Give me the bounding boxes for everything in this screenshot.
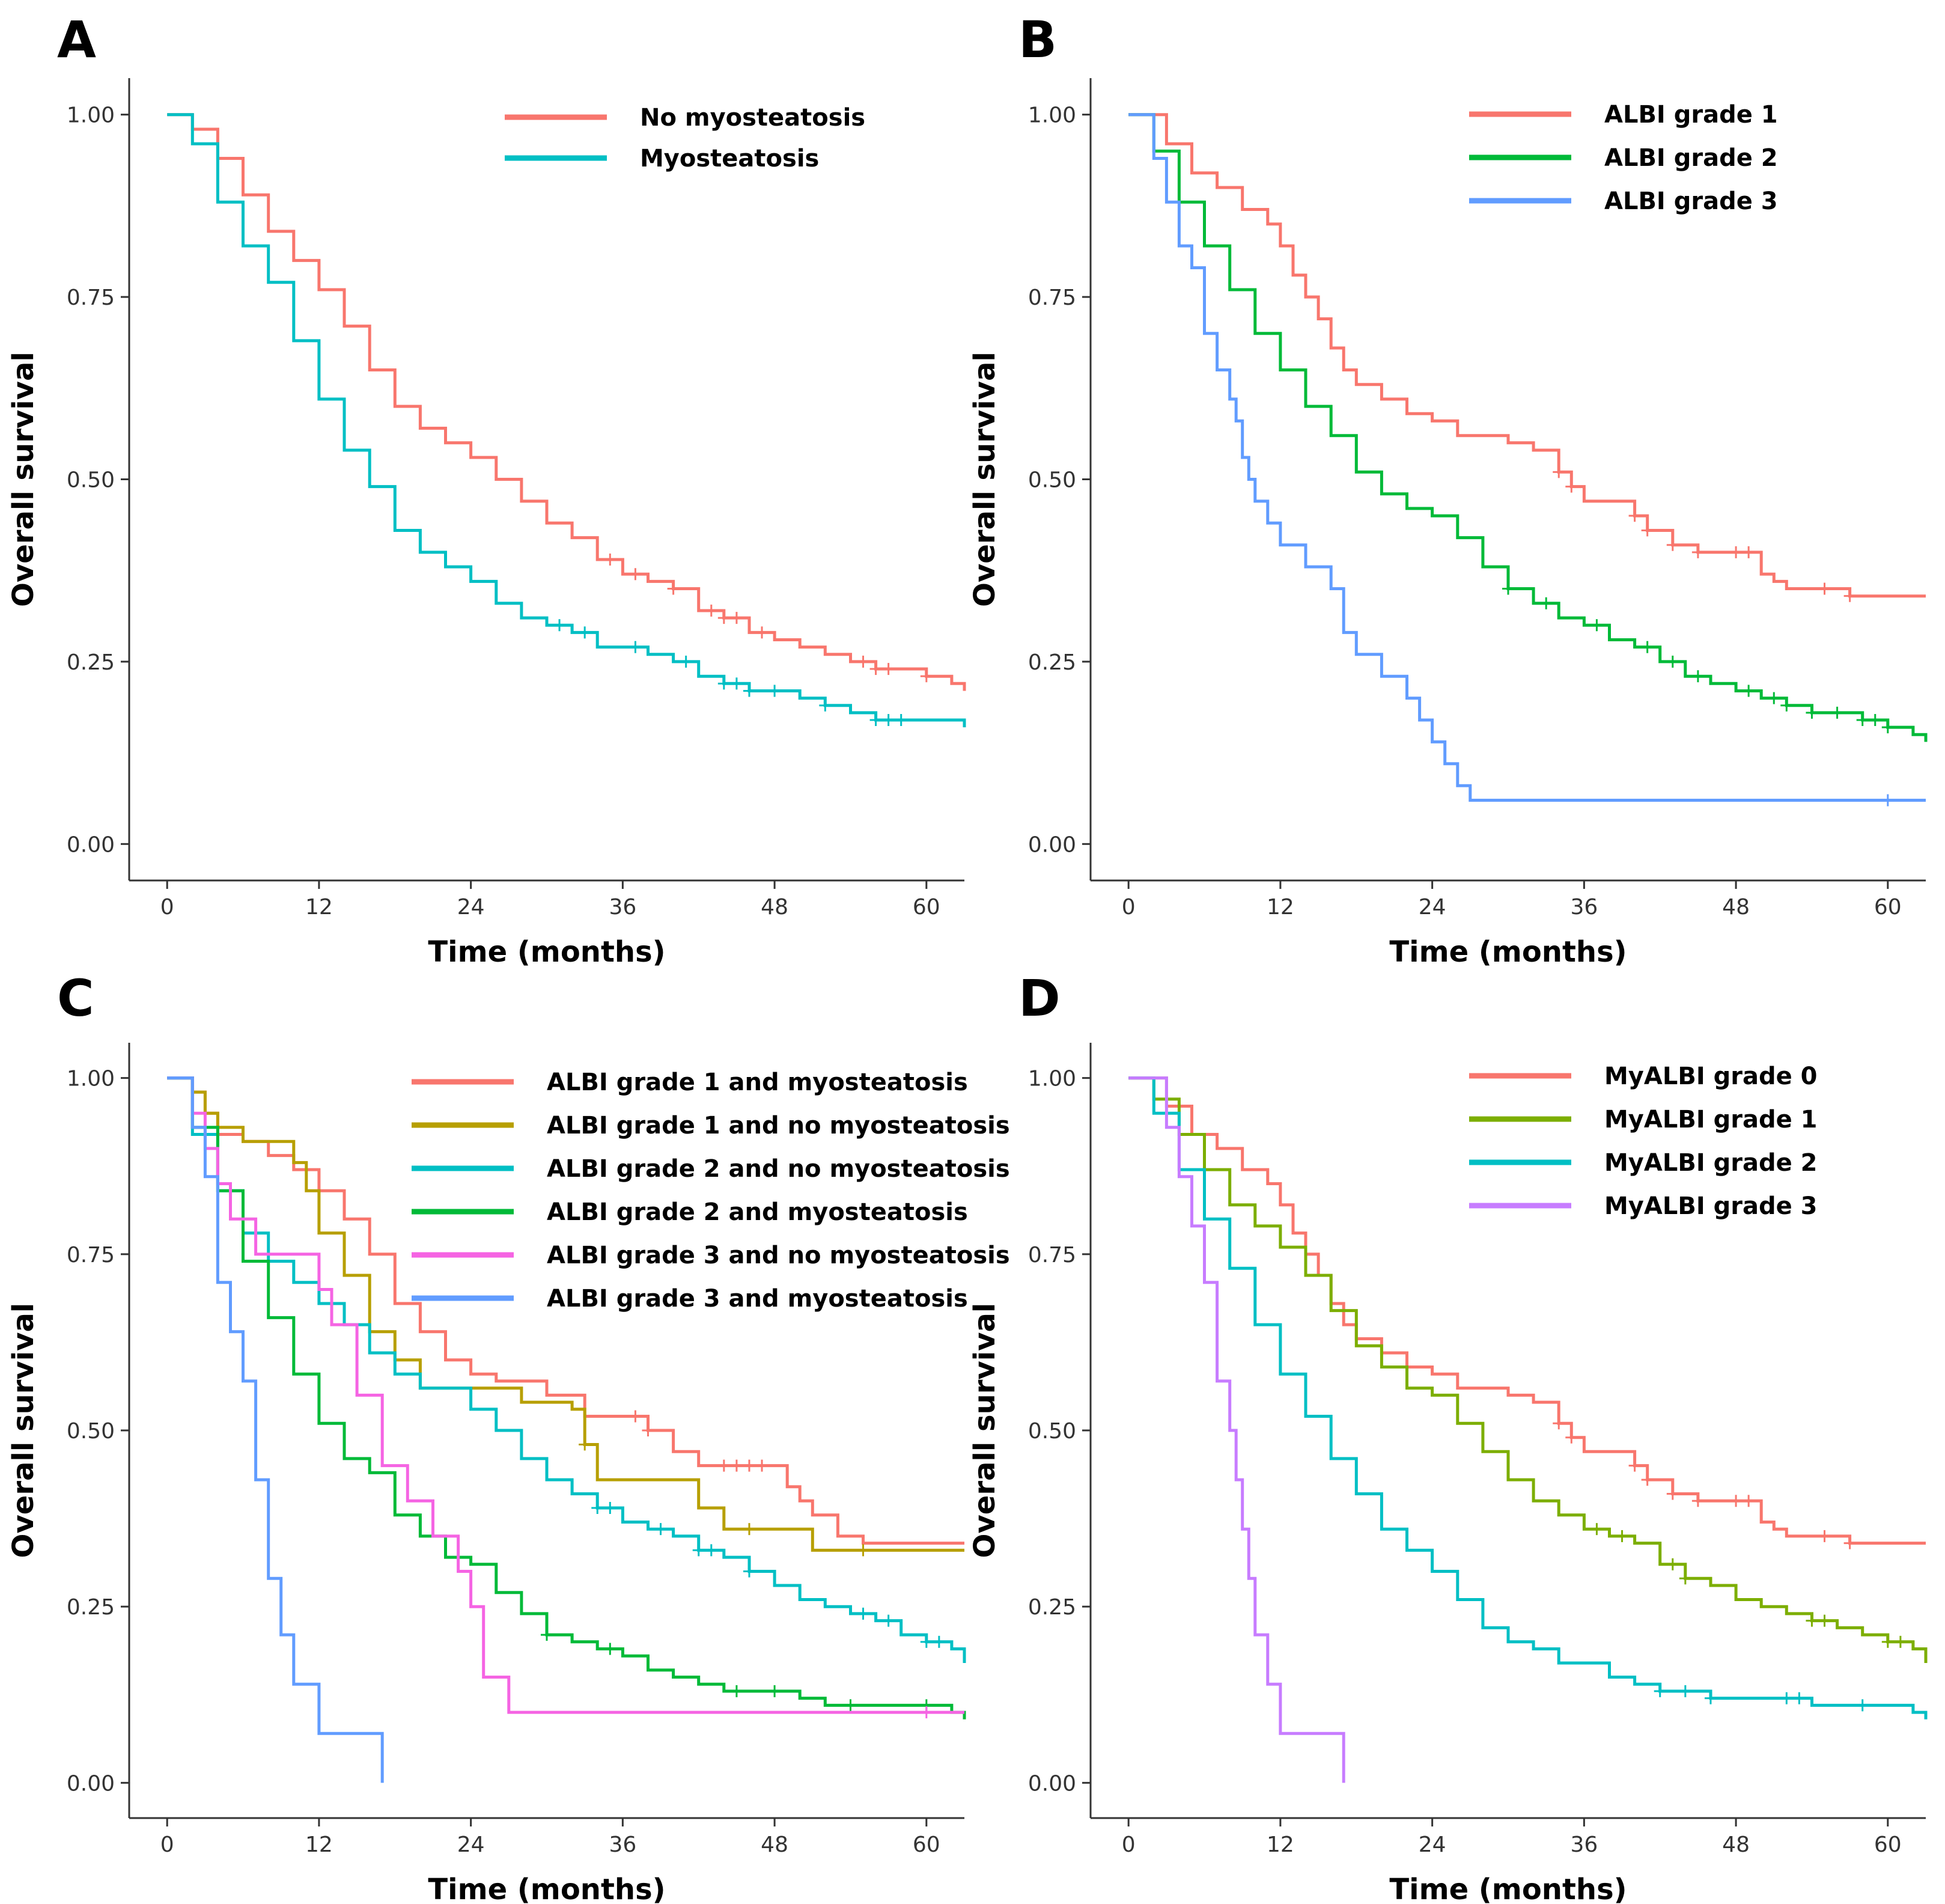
y-tick-label: 0.75 (1028, 285, 1076, 310)
km-curve-series-2 (167, 113, 966, 728)
x-tick-label: 12 (305, 1832, 333, 1857)
legend-label: MyALBI grade 0 (1604, 1063, 1818, 1090)
y-tick-label: 0.75 (67, 285, 115, 310)
km-curve-series-4 (1128, 1076, 1345, 1783)
x-tick-label: 0 (160, 895, 174, 920)
x-tick-label: 48 (1722, 895, 1750, 920)
y-axis-title: Overall survival (7, 352, 40, 607)
legend-label: ALBI grade 2 and no myosteatosis (547, 1155, 1010, 1183)
y-tick-label: 0.75 (1028, 1243, 1076, 1268)
x-axis-title: Time (months) (1389, 1873, 1627, 1904)
km-curve-series-3 (1128, 113, 1926, 802)
x-tick-label: 48 (1722, 1832, 1750, 1857)
panel-B: B 0 12 24 36 48 60 0.00 0.25 0.50 0.75 1.00 Time (mo… (968, 10, 1928, 969)
y-tick-label: 1.00 (1028, 103, 1076, 128)
y-tick-label: 0.00 (1028, 1771, 1076, 1796)
legend-label: No myosteatosis (640, 104, 865, 132)
km-curve-series-1 (167, 113, 966, 691)
x-tick-label: 36 (1570, 1832, 1598, 1857)
km-curve-series-1 (1128, 113, 1926, 598)
legend-label: MyALBI grade 3 (1604, 1192, 1818, 1220)
y-tick-label: 0.25 (1028, 650, 1076, 675)
x-tick-label: 12 (1267, 895, 1294, 920)
y-tick-label: 0.50 (1028, 1419, 1076, 1444)
x-tick-label: 24 (457, 1832, 485, 1857)
km-curve-series-6 (167, 1076, 384, 1783)
km-curve-series-1 (1128, 1076, 1926, 1545)
x-tick-label: 60 (913, 895, 940, 920)
x-axis-title: Time (months) (428, 1873, 665, 1904)
legend-label: MyALBI grade 2 (1604, 1149, 1818, 1177)
y-tick-label: 0.25 (1028, 1595, 1076, 1620)
panel-letter: B (1018, 10, 1057, 69)
x-tick-label: 36 (609, 895, 636, 920)
legend-label: ALBI grade 1 (1604, 101, 1778, 129)
panel-letter: C (57, 969, 94, 1028)
y-axis-title: Overall survival (968, 352, 1002, 607)
x-tick-label: 36 (609, 1832, 636, 1857)
legend: ALBI grade 1 ALBI grade 2 ALBI grade 3 (1469, 101, 1778, 215)
x-tick-label: 12 (305, 895, 333, 920)
y-tick-label: 0.00 (67, 1771, 115, 1796)
y-tick-label: 1.00 (67, 103, 115, 128)
km-curve-series-3 (1128, 1076, 1928, 1719)
legend-label: ALBI grade 3 and no myosteatosis (547, 1242, 1010, 1269)
y-tick-label: 0.00 (1028, 832, 1076, 857)
y-tick-label: 0.50 (1028, 468, 1076, 493)
y-tick-label: 1.00 (1028, 1067, 1076, 1091)
x-tick-label: 60 (1874, 1832, 1902, 1857)
legend: No myosteatosis Myosteatosis (505, 104, 865, 172)
y-tick-label: 0.50 (67, 468, 115, 493)
x-tick-label: 48 (761, 895, 788, 920)
x-axis-title: Time (months) (1389, 935, 1627, 969)
km-curve-series-4 (167, 1076, 966, 1719)
y-tick-label: 0.25 (67, 650, 115, 675)
y-tick-label: 0.00 (67, 832, 115, 857)
panel-letter: A (57, 10, 96, 69)
legend-label: ALBI grade 1 and myosteatosis (547, 1069, 968, 1096)
x-tick-label: 0 (1122, 1832, 1136, 1857)
y-axis-title: Overall survival (968, 1303, 1002, 1558)
legend-label: ALBI grade 2 (1604, 144, 1778, 172)
km-curve-series-5 (167, 1076, 964, 1714)
legend: MyALBI grade 0 MyALBI grade 1 MyALBI grade… (1469, 1063, 1818, 1220)
x-tick-label: 24 (457, 895, 485, 920)
x-tick-label: 60 (1874, 895, 1902, 920)
x-axis-title: Time (months) (428, 935, 665, 969)
panel-A: A 0 12 24 36 48 60 0.00 0.25 0.50 0.75 1.00 Time (mo… (7, 10, 966, 969)
km-curve-series-3 (167, 1076, 966, 1663)
legend-label: ALBI grade 3 (1604, 188, 1778, 215)
panel-D: D 0 12 24 36 48 60 0.00 0.25 0.50 0.75 1.00 Time (mo… (968, 969, 1928, 1904)
x-tick-label: 12 (1267, 1832, 1294, 1857)
x-tick-label: 24 (1419, 895, 1446, 920)
x-tick-label: 60 (913, 1832, 940, 1857)
legend-label: ALBI grade 3 and myosteatosis (547, 1285, 968, 1313)
panel-letter: D (1018, 969, 1061, 1028)
km-curve-series-1 (167, 1076, 964, 1545)
x-tick-label: 24 (1419, 1832, 1446, 1857)
y-tick-label: 1.00 (67, 1067, 115, 1091)
legend-label: ALBI grade 1 and no myosteatosis (547, 1112, 1010, 1140)
legend-label: Myosteatosis (640, 145, 819, 172)
x-tick-label: 36 (1570, 895, 1598, 920)
y-axis-title: Overall survival (7, 1303, 40, 1558)
y-tick-label: 0.75 (67, 1243, 115, 1268)
panel-C: C 0 12 24 36 48 60 0.00 0.25 0.50 0.75 1.00 Time (mo… (7, 969, 1010, 1904)
legend-label: MyALBI grade 1 (1604, 1106, 1818, 1134)
x-tick-label: 0 (1122, 895, 1136, 920)
km-curve-series-2 (1128, 113, 1928, 742)
x-tick-label: 0 (160, 1832, 174, 1857)
legend: ALBI grade 1 and myosteatosis ALBI grade … (412, 1069, 1010, 1313)
x-tick-label: 48 (761, 1832, 788, 1857)
y-tick-label: 0.25 (67, 1595, 115, 1620)
y-tick-label: 0.50 (67, 1419, 115, 1444)
legend-label: ALBI grade 2 and myosteatosis (547, 1198, 968, 1226)
